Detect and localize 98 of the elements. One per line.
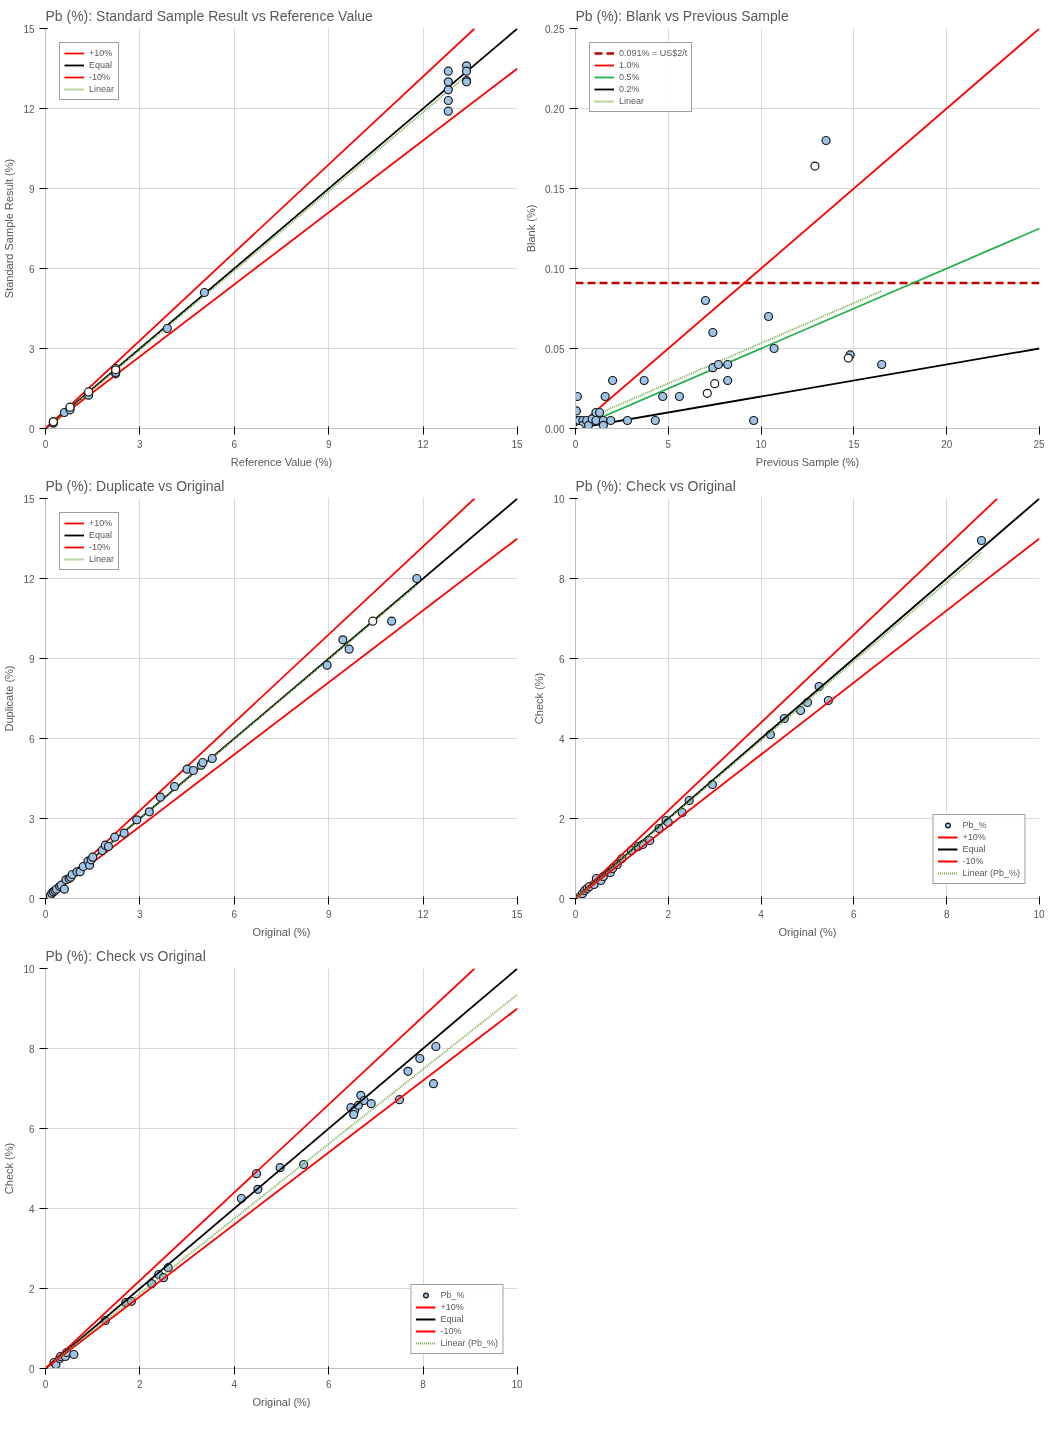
x-tick-label: 2	[665, 908, 672, 920]
legend-label: 0.091% = US$2/t	[619, 47, 688, 59]
x-tick-label: 25	[1033, 438, 1045, 450]
x-tick-label: 3	[137, 438, 144, 450]
y-axis-title: Check (%)	[533, 672, 546, 725]
x-tick-label: 10	[1033, 908, 1045, 920]
x-axis-title: Previous Sample (%)	[755, 455, 860, 468]
x-tick-label: 10	[511, 1378, 523, 1390]
x-tick-label: 5	[665, 438, 672, 450]
legend-label: +10%	[89, 517, 113, 529]
y-tick-label: 0.25	[545, 23, 565, 35]
x-axis-title: Original (%)	[252, 1395, 311, 1408]
y-tick-label: 6	[28, 263, 35, 275]
x-tick-label: 4	[758, 908, 765, 920]
x-tick-label: 4	[231, 1378, 238, 1390]
x-tick-label: 15	[511, 438, 523, 450]
x-tick-label: 0	[572, 438, 579, 450]
y-axis-title: Check (%)	[3, 1142, 16, 1195]
y-tick-label: 0.20	[545, 103, 565, 115]
x-tick-label: 0	[572, 908, 579, 920]
y-tick-label: 3	[28, 813, 35, 825]
legend-label: Pb_%	[440, 1289, 465, 1301]
legend-label: Equal	[89, 59, 113, 71]
x-axis-title: Original (%)	[252, 925, 311, 938]
y-tick-label: 10	[23, 963, 35, 975]
y-tick-label: 0	[28, 893, 35, 905]
x-tick-label: 12	[417, 908, 430, 920]
x-tick-label: 0	[42, 438, 49, 450]
legend-label: Equal	[89, 529, 113, 541]
legend-label: Linear	[89, 553, 115, 565]
x-tick-label: 20	[941, 438, 953, 450]
y-tick-label: 0	[28, 1363, 35, 1375]
x-tick-label: 9	[325, 438, 332, 450]
x-tick-label: 15	[511, 908, 523, 920]
x-axis-title: Reference Value (%)	[230, 455, 333, 468]
y-tick-label: 10	[553, 493, 565, 505]
x-tick-label: 6	[325, 1378, 332, 1390]
y-tick-label: 9	[28, 653, 35, 665]
y-tick-label: 4	[28, 1203, 35, 1215]
x-tick-label: 6	[231, 438, 238, 450]
x-tick-label: 6	[851, 908, 858, 920]
y-axis-title: Blank (%)	[525, 204, 538, 253]
legend-label: Linear	[619, 95, 645, 107]
legend-label: +10%	[440, 1301, 464, 1313]
legend-label: Linear (Pb_%)	[440, 1337, 498, 1349]
y-tick-label: 2	[558, 813, 565, 825]
y-tick-label: 0.00	[545, 423, 565, 435]
legend-label: Equal	[440, 1313, 464, 1325]
y-tick-label: 15	[23, 493, 35, 505]
legend-label: +10%	[962, 831, 986, 843]
legend-label: -10%	[962, 855, 984, 867]
y-tick-label: 15	[23, 23, 35, 35]
legend-label: 1.0%	[619, 59, 640, 71]
legend-label: -10%	[440, 1325, 462, 1337]
x-tick-label: 2	[137, 1378, 144, 1390]
x-tick-label: 8	[943, 908, 950, 920]
x-tick-label: 0	[42, 1378, 49, 1390]
x-tick-label: 0	[42, 908, 49, 920]
chart-title: Pb (%): Check vs Original	[45, 947, 206, 964]
legend-label: -10%	[89, 71, 111, 83]
y-tick-label: 9	[28, 183, 35, 195]
x-tick-label: 15	[848, 438, 860, 450]
legend-label: Equal	[962, 843, 986, 855]
chart-title: Pb (%): Blank vs Previous Sample	[575, 7, 789, 24]
legend-label: Pb_%	[962, 819, 987, 831]
x-tick-label: 10	[755, 438, 768, 450]
y-tick-label: 12	[23, 103, 35, 115]
x-tick-label: 6	[231, 908, 238, 920]
y-tick-label: 8	[558, 573, 565, 585]
x-tick-label: 12	[417, 438, 430, 450]
chart-title: Pb (%): Standard Sample Result vs Reference Value	[45, 7, 374, 24]
y-axis-title: Duplicate (%)	[3, 665, 16, 732]
y-tick-label: 0.15	[545, 183, 565, 195]
y-tick-label: 8	[28, 1043, 35, 1055]
x-axis-title: Original (%)	[778, 925, 837, 938]
y-tick-label: 0	[28, 423, 35, 435]
y-axis-title: Standard Sample Result (%)	[3, 158, 16, 299]
y-tick-label: 6	[28, 733, 35, 745]
legend-label: 0.5%	[619, 71, 640, 83]
y-tick-label: 0.05	[545, 343, 565, 355]
legend-label: -10%	[89, 541, 111, 553]
legend-label: +10%	[89, 47, 113, 59]
chart-title: Pb (%): Duplicate vs Original	[45, 477, 225, 494]
y-tick-label: 6	[28, 1123, 35, 1135]
x-tick-label: 8	[420, 1378, 427, 1390]
y-tick-label: 0.10	[545, 263, 565, 275]
legend-label: Linear (Pb_%)	[962, 867, 1020, 879]
legend-label: Linear	[89, 83, 115, 95]
x-tick-label: 9	[325, 908, 332, 920]
chart-title: Pb (%): Check vs Original	[575, 477, 736, 494]
x-tick-label: 3	[137, 908, 144, 920]
y-tick-label: 3	[28, 343, 35, 355]
y-tick-label: 12	[23, 573, 35, 585]
y-tick-label: 2	[28, 1283, 35, 1295]
y-tick-label: 6	[558, 653, 565, 665]
y-tick-label: 4	[558, 733, 565, 745]
y-tick-label: 0	[558, 893, 565, 905]
legend-label: 0.2%	[619, 83, 640, 95]
